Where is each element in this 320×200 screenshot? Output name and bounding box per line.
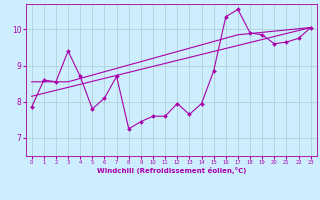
X-axis label: Windchill (Refroidissement éolien,°C): Windchill (Refroidissement éolien,°C) — [97, 167, 246, 174]
